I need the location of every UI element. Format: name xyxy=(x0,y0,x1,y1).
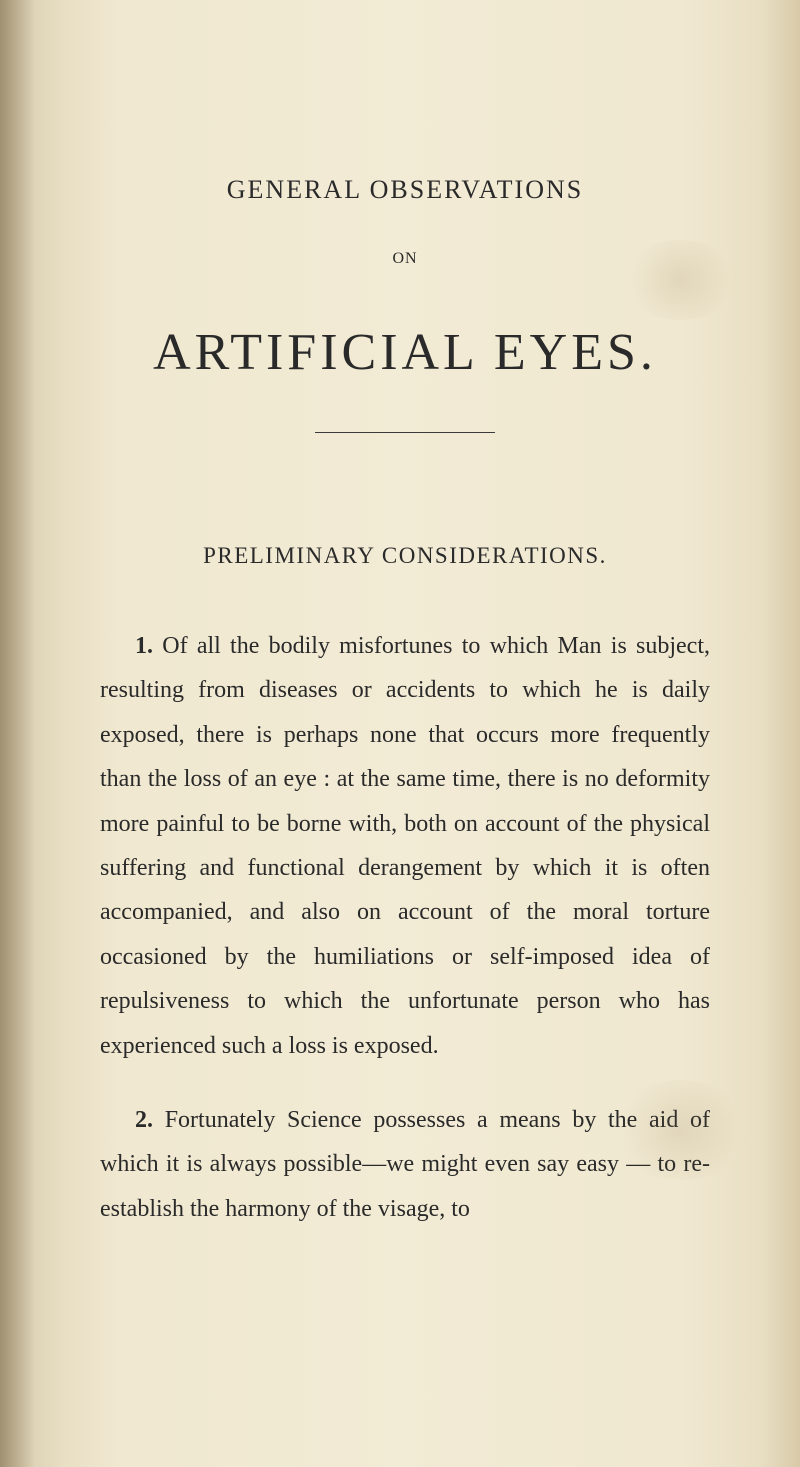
paragraph-number: 2. xyxy=(135,1107,153,1133)
paragraph-2: 2. Fortunately Science possesses a means… xyxy=(100,1098,710,1231)
heading-main-title: ARTIFICIAL EYES. xyxy=(100,323,710,382)
subheading-preliminary: PRELIMINARY CONSIDERATIONS. xyxy=(100,543,710,569)
paragraph-number: 1. xyxy=(135,633,153,659)
paragraph-text: Fortunately Science possesses a means by… xyxy=(100,1107,710,1222)
on-connector-text: ON xyxy=(100,250,710,268)
heading-general-observations: GENERAL OBSERVATIONS xyxy=(100,175,710,205)
document-page: GENERAL OBSERVATIONS ON ARTIFICIAL EYES.… xyxy=(0,0,800,1321)
paragraph-text: Of all the bodily misfortunes to which M… xyxy=(100,633,710,1059)
paragraph-1: 1. Of all the bodily misfortunes to whic… xyxy=(100,624,710,1068)
horizontal-divider xyxy=(315,432,495,433)
